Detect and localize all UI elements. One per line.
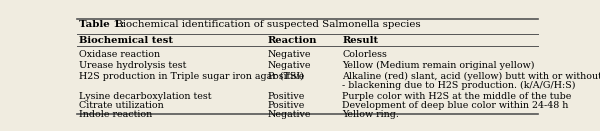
Text: Positive: Positive bbox=[268, 101, 305, 110]
Text: Urease hydrolysis test: Urease hydrolysis test bbox=[79, 61, 186, 70]
Text: Oxidase reaction: Oxidase reaction bbox=[79, 50, 160, 59]
Text: Biochemical test: Biochemical test bbox=[79, 36, 173, 45]
Text: Yellow (Medium remain original yellow): Yellow (Medium remain original yellow) bbox=[343, 61, 535, 70]
Text: Negative: Negative bbox=[268, 110, 311, 119]
Text: Table 1:: Table 1: bbox=[79, 20, 124, 29]
Text: Result: Result bbox=[343, 36, 379, 45]
Text: - blackening due to H2S production. (k/A/G/H:S): - blackening due to H2S production. (k/A… bbox=[343, 81, 576, 90]
Text: Colorless: Colorless bbox=[343, 50, 387, 59]
Text: Positive: Positive bbox=[268, 92, 305, 101]
Text: Lysine decarboxylation test: Lysine decarboxylation test bbox=[79, 92, 211, 101]
Text: Indole reaction: Indole reaction bbox=[79, 110, 152, 119]
Text: Purple color with H2S at the middle of the tube: Purple color with H2S at the middle of t… bbox=[343, 92, 572, 101]
Text: Citrate utilization: Citrate utilization bbox=[79, 101, 163, 110]
Text: H2S production in Triple sugar iron agar (TSI): H2S production in Triple sugar iron agar… bbox=[79, 72, 304, 81]
Text: Yellow ring.: Yellow ring. bbox=[343, 110, 399, 119]
Text: Development of deep blue color within 24-48 h: Development of deep blue color within 24… bbox=[343, 101, 569, 110]
Text: Reaction: Reaction bbox=[268, 36, 317, 45]
Text: Alkaline (red) slant, acid (yellow) butt with or without: Alkaline (red) slant, acid (yellow) butt… bbox=[343, 72, 600, 81]
Text: Positive: Positive bbox=[268, 72, 305, 81]
Text: Negative: Negative bbox=[268, 61, 311, 70]
Text: Negative: Negative bbox=[268, 50, 311, 59]
Text: Biochemical identification of suspected Salmonella species: Biochemical identification of suspected … bbox=[112, 20, 421, 29]
